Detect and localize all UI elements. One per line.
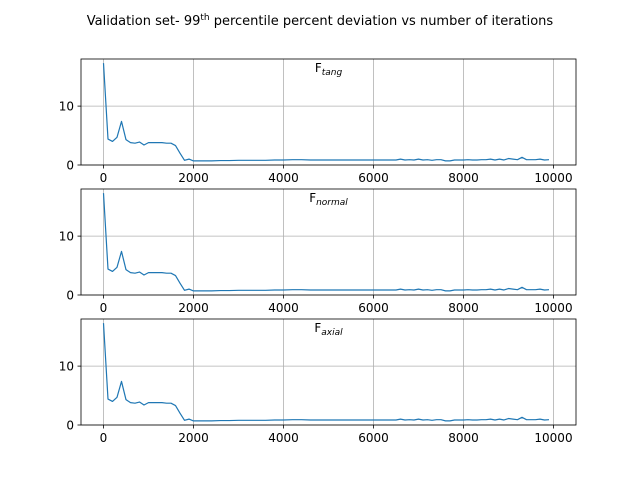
- x-tick-label: 6000: [358, 431, 389, 445]
- figure-suptitle: Validation set- 99th percentile percent …: [87, 13, 554, 29]
- subplot-axial: 0 2000 4000 6000 8000 10000 0 10 Faxial: [59, 318, 577, 445]
- subplot-normal: 0 2000 4000 6000 8000 10000 0 10 Fnormal: [59, 188, 577, 315]
- series-line: [102, 63, 550, 162]
- panel-title: Ftang: [315, 61, 343, 78]
- panel-title-main: F: [315, 61, 322, 75]
- axes-frame: [80, 318, 577, 426]
- x-tick-label: 10000: [534, 171, 572, 185]
- x-tick-label: 0: [100, 171, 108, 185]
- y-tick-label: 10: [59, 360, 74, 374]
- suptitle-superscript: th: [200, 13, 209, 23]
- y-tick-label: 10: [59, 100, 74, 114]
- x-tick-label: 8000: [448, 301, 479, 315]
- series-line: [102, 193, 550, 292]
- x-tick-label: 6000: [358, 171, 389, 185]
- panel-title-subscript: tang: [322, 68, 343, 78]
- x-tick-label: 4000: [268, 301, 299, 315]
- axes-frame: [80, 188, 577, 296]
- panel-title: Faxial: [314, 321, 343, 338]
- x-tick-label: 8000: [448, 171, 479, 185]
- panel-title-subscript: axial: [321, 328, 343, 338]
- y-tick-label: 0: [66, 289, 74, 303]
- x-tick-label: 2000: [178, 431, 209, 445]
- panel-title-main: F: [314, 321, 321, 335]
- series-line: [102, 323, 550, 422]
- y-tick-label: 10: [59, 230, 74, 244]
- x-tick-label: 4000: [268, 431, 299, 445]
- x-tick-label: 0: [100, 301, 108, 315]
- panel-title-main: F: [309, 191, 316, 205]
- y-tick-label: 0: [66, 419, 74, 433]
- x-tick-label: 10000: [534, 301, 572, 315]
- x-tick-label: 2000: [178, 301, 209, 315]
- x-tick-label: 0: [100, 431, 108, 445]
- x-tick-label: 2000: [178, 171, 209, 185]
- x-tick-label: 4000: [268, 171, 299, 185]
- x-tick-label: 10000: [534, 431, 572, 445]
- suptitle-suffix: percentile percent deviation vs number o…: [210, 14, 554, 29]
- suptitle-prefix: Validation set- 99: [87, 14, 201, 29]
- x-tick-label: 8000: [448, 431, 479, 445]
- x-tick-label: 6000: [358, 301, 389, 315]
- panel-title-subscript: normal: [316, 198, 348, 208]
- panel-title: Fnormal: [309, 191, 348, 208]
- axes-frame: [80, 58, 577, 166]
- y-tick-label: 0: [66, 159, 74, 173]
- subplot-tang: 0 2000 4000 6000 8000 10000 0 10 Ftang: [59, 58, 577, 185]
